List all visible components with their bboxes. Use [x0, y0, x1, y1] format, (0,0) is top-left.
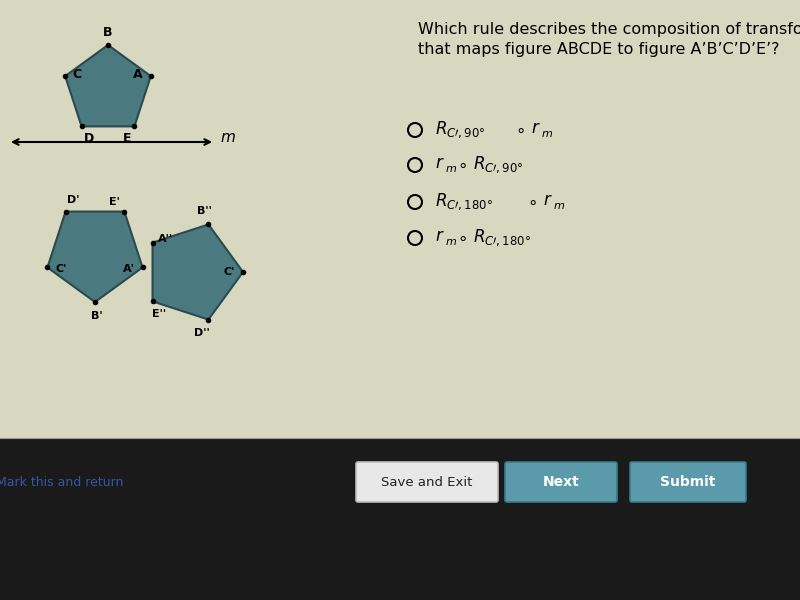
Text: $r$: $r$ [531, 119, 541, 137]
Polygon shape [66, 45, 150, 127]
Text: E'': E'' [153, 310, 166, 319]
Text: $\circ$: $\circ$ [515, 121, 525, 139]
Text: C: C [73, 68, 82, 80]
Text: Next: Next [542, 475, 579, 489]
Text: D': D' [67, 194, 80, 205]
Text: B': B' [91, 311, 103, 321]
Text: $m$: $m$ [553, 201, 565, 211]
FancyBboxPatch shape [0, 438, 800, 600]
Text: E: E [123, 132, 132, 145]
Text: $R_{C\prime,180°}$: $R_{C\prime,180°}$ [473, 227, 531, 248]
Text: D: D [83, 132, 94, 145]
Polygon shape [47, 212, 142, 302]
Text: $m$: $m$ [541, 129, 553, 139]
Text: $R_{C\prime,90°}$: $R_{C\prime,90°}$ [435, 119, 486, 140]
Text: $r$: $r$ [435, 227, 445, 245]
Text: Mark this and return: Mark this and return [0, 475, 124, 488]
Text: A': A' [122, 265, 134, 274]
Text: Submit: Submit [660, 475, 716, 489]
FancyBboxPatch shape [630, 462, 746, 502]
Text: A: A [133, 68, 142, 80]
Polygon shape [153, 224, 243, 320]
Text: $\circ$: $\circ$ [457, 156, 466, 174]
Text: Which rule describes the composition of transformations: Which rule describes the composition of … [418, 22, 800, 37]
FancyBboxPatch shape [356, 462, 498, 502]
Text: A'': A'' [158, 233, 173, 244]
Text: $\circ$: $\circ$ [457, 229, 466, 247]
Text: $R_{C\prime,90°}$: $R_{C\prime,90°}$ [473, 155, 523, 175]
Text: B'': B'' [197, 206, 212, 217]
Text: C': C' [223, 267, 234, 277]
Text: C': C' [56, 265, 67, 274]
Text: $R_{C\prime,180°}$: $R_{C\prime,180°}$ [435, 191, 493, 212]
Text: $m$: $m$ [445, 237, 457, 247]
Text: E': E' [109, 197, 120, 206]
Text: $r$: $r$ [435, 154, 445, 172]
Text: Save and Exit: Save and Exit [382, 475, 473, 488]
Text: $m$: $m$ [445, 164, 457, 174]
Text: that maps figure ABCDE to figure A’B’C’D’E’?: that maps figure ABCDE to figure A’B’C’D… [418, 42, 779, 57]
FancyBboxPatch shape [505, 462, 617, 502]
Text: $r$: $r$ [543, 191, 553, 209]
Text: B: B [103, 26, 113, 40]
Text: $\circ$: $\circ$ [527, 193, 537, 211]
Text: D'': D'' [194, 328, 210, 338]
Text: m: m [220, 130, 235, 145]
